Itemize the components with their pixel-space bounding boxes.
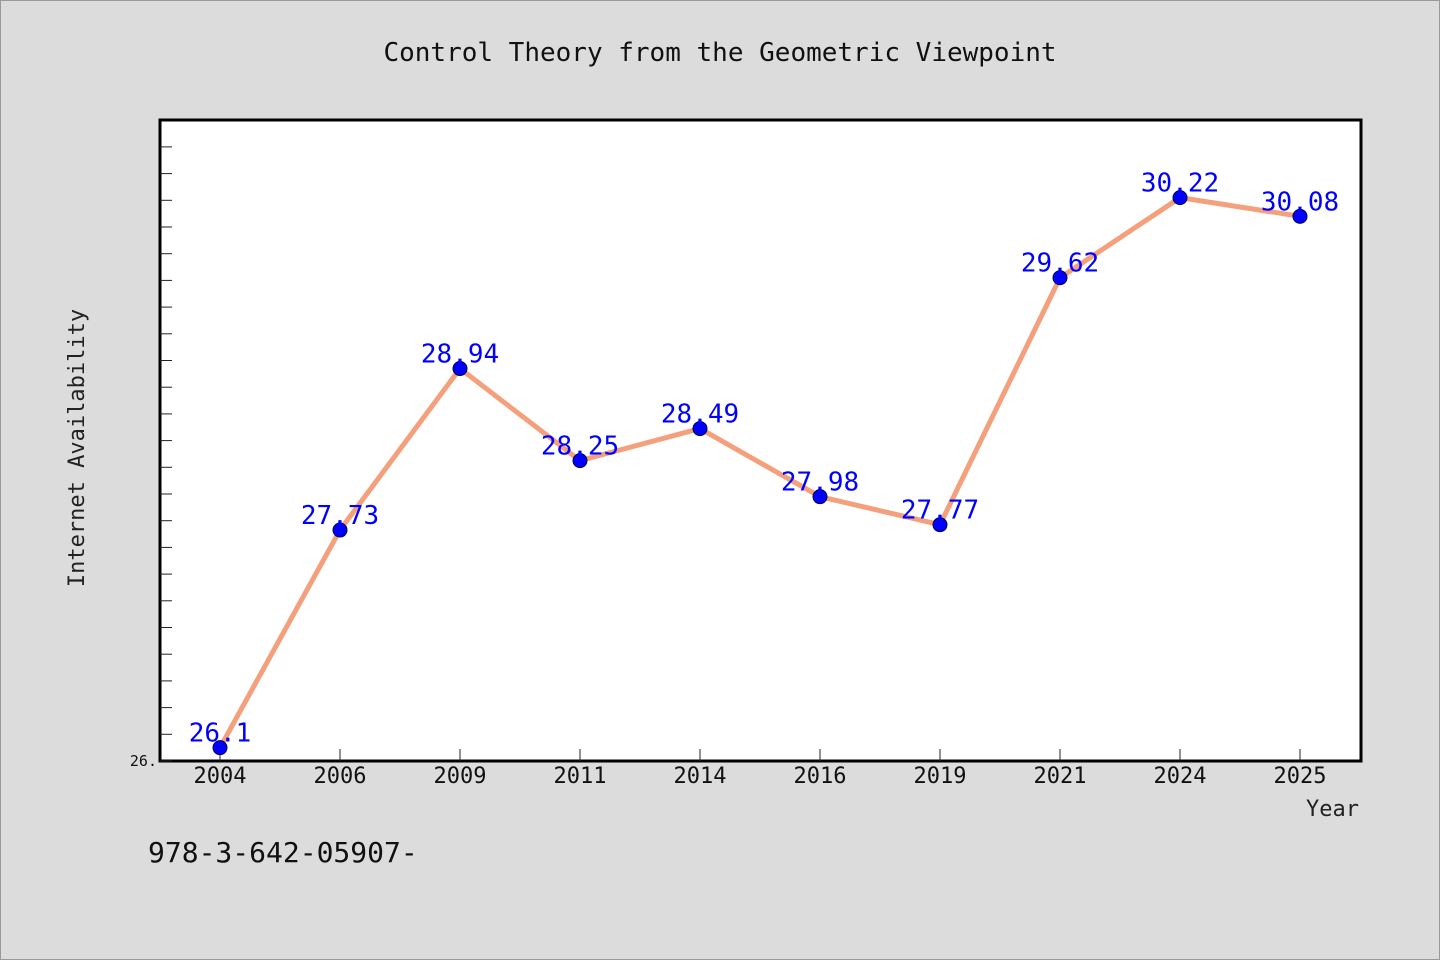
data-point [812, 489, 828, 505]
data-point [212, 740, 228, 756]
x-tick-label: 2014 [674, 764, 727, 789]
data-label: 27.98 [781, 468, 859, 498]
x-tick-label: 2024 [1154, 764, 1207, 789]
chart-title: Control Theory from the Geometric Viewpo… [383, 38, 1056, 68]
x-tick-label: 2004 [194, 764, 247, 789]
y-axis-label: Internet Availability [65, 309, 90, 587]
data-point [452, 361, 468, 377]
x-axis-tick-labels: 2004 2006 2009 2011 2014 2016 2019 2021 2024 2025 [194, 764, 1327, 789]
y-axis-tick-labels: 26. [130, 752, 157, 770]
x-tick-label: 2025 [1274, 764, 1327, 789]
data-label: 28.49 [661, 400, 739, 430]
data-point [1052, 270, 1068, 286]
data-label: 27.77 [901, 496, 979, 526]
data-point [332, 522, 348, 538]
data-point [692, 421, 708, 437]
series-markers [212, 190, 1308, 756]
y-axis-ticks [160, 146, 172, 762]
data-label: 28.94 [421, 340, 499, 370]
x-tick-label: 2011 [554, 764, 607, 789]
x-tick-label: 2009 [434, 764, 487, 789]
x-tick-label: 2019 [914, 764, 967, 789]
series-lines [217, 195, 1303, 751]
data-point [572, 453, 588, 469]
series-line [217, 195, 1303, 751]
data-point [1172, 190, 1188, 206]
data-label: 29.62 [1021, 249, 1099, 279]
y-tick-label: 26. [130, 752, 157, 770]
x-axis-label: Year [1306, 797, 1359, 822]
data-labels: 26.1 27.73 28.94 28.25 28.49 27.98 27.77 29.62 3… [189, 169, 1339, 749]
data-label: 26.1 [189, 719, 252, 749]
x-tick-label: 2021 [1034, 764, 1087, 789]
data-label: 27.73 [301, 501, 379, 531]
x-tick-label: 2016 [794, 764, 847, 789]
data-label: 28.25 [541, 432, 619, 462]
plot-area [158, 118, 1363, 763]
data-label: 30.08 [1261, 187, 1339, 217]
data-point [1292, 208, 1308, 224]
x-tick-label: 2006 [314, 764, 367, 789]
data-point [932, 517, 948, 533]
data-label: 30.22 [1141, 169, 1219, 199]
footer-isbn-text: 978-3-642-05907- [148, 836, 418, 869]
